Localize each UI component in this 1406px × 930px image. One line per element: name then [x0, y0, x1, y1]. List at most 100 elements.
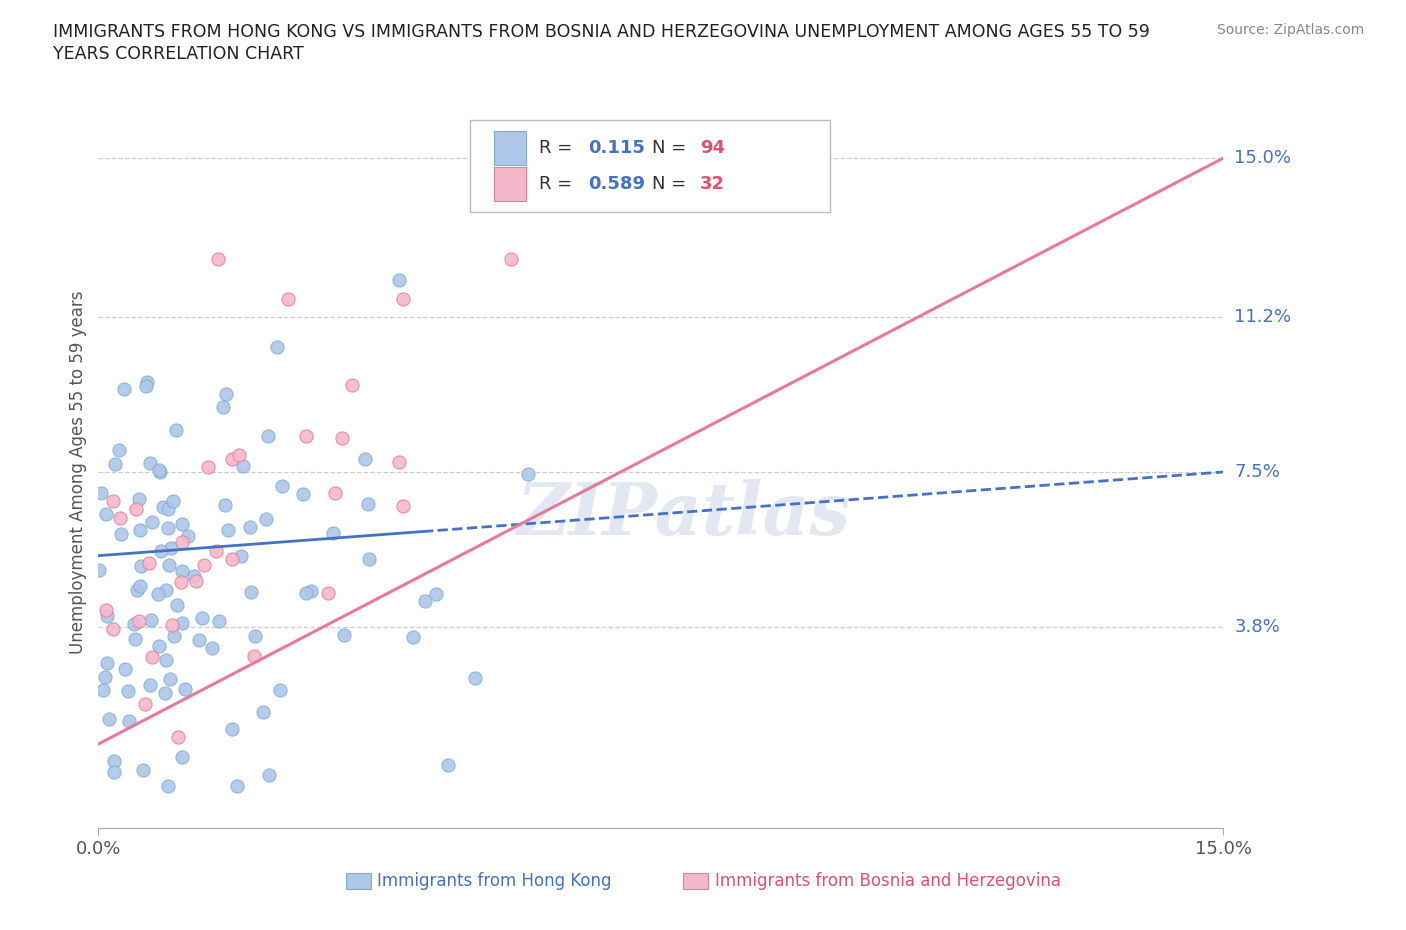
- Point: [269, 683, 291, 698]
- Point: [170, 575, 193, 590]
- Point: [207, 251, 229, 266]
- Point: [134, 697, 156, 711]
- Point: [107, 443, 129, 458]
- Point: [226, 778, 249, 793]
- Text: 32: 32: [700, 175, 725, 193]
- Point: [437, 758, 460, 773]
- Point: [277, 292, 299, 307]
- Point: [152, 500, 174, 515]
- Text: 7.5%: 7.5%: [1234, 463, 1281, 481]
- Point: [148, 462, 170, 477]
- Point: [162, 618, 184, 632]
- Point: [231, 549, 253, 564]
- Point: [128, 613, 150, 628]
- Point: [184, 574, 207, 589]
- Point: [239, 585, 262, 600]
- Point: [160, 540, 183, 555]
- Point: [252, 705, 274, 720]
- Point: [322, 525, 344, 540]
- Text: YEARS CORRELATION CHART: YEARS CORRELATION CHART: [53, 45, 304, 62]
- Text: R =: R =: [540, 175, 578, 193]
- Text: 3.8%: 3.8%: [1234, 618, 1279, 636]
- Text: 11.2%: 11.2%: [1234, 308, 1292, 326]
- Point: [110, 526, 132, 541]
- Point: [156, 501, 179, 516]
- Text: Immigrants from Hong Kong: Immigrants from Hong Kong: [377, 872, 612, 890]
- Bar: [495, 131, 526, 166]
- Point: [197, 459, 219, 474]
- Point: [188, 632, 211, 647]
- Point: [177, 528, 200, 543]
- Point: [129, 578, 152, 593]
- Point: [131, 763, 153, 777]
- Point: [257, 767, 280, 782]
- Point: [388, 455, 411, 470]
- Point: [114, 662, 136, 677]
- Point: [117, 714, 139, 729]
- Point: [325, 485, 347, 500]
- Point: [243, 628, 266, 643]
- Point: [96, 603, 118, 618]
- Point: [135, 379, 157, 393]
- Point: [221, 452, 243, 467]
- Point: [128, 492, 150, 507]
- Point: [129, 523, 152, 538]
- Point: [170, 564, 193, 578]
- Point: [464, 671, 486, 685]
- Point: [170, 516, 193, 531]
- Point: [125, 501, 148, 516]
- Point: [294, 586, 316, 601]
- Point: [425, 587, 447, 602]
- Point: [156, 520, 179, 535]
- Point: [149, 464, 172, 479]
- Point: [104, 457, 127, 472]
- Point: [90, 485, 112, 500]
- Bar: [495, 167, 526, 201]
- Text: Source: ZipAtlas.com: Source: ZipAtlas.com: [1216, 23, 1364, 37]
- Point: [299, 584, 322, 599]
- Point: [138, 556, 160, 571]
- Point: [221, 722, 243, 737]
- Point: [392, 291, 415, 306]
- Text: Immigrants from Bosnia and Herzegovina: Immigrants from Bosnia and Herzegovina: [714, 872, 1060, 890]
- Point: [239, 520, 262, 535]
- Text: 15.0%: 15.0%: [1234, 149, 1291, 167]
- Point: [217, 522, 239, 537]
- Point: [340, 378, 363, 392]
- Point: [402, 630, 425, 644]
- Point: [155, 652, 177, 667]
- Point: [96, 656, 118, 671]
- Point: [98, 712, 121, 727]
- Point: [221, 551, 243, 566]
- Point: [354, 451, 377, 466]
- Point: [148, 639, 170, 654]
- Text: IMMIGRANTS FROM HONG KONG VS IMMIGRANTS FROM BOSNIA AND HERZEGOVINA UNEMPLOYMENT: IMMIGRANTS FROM HONG KONG VS IMMIGRANTS …: [53, 23, 1150, 41]
- Point: [141, 649, 163, 664]
- Point: [112, 382, 135, 397]
- Point: [155, 583, 177, 598]
- Point: [204, 544, 226, 559]
- Text: ZIPatlas: ZIPatlas: [516, 479, 851, 551]
- Point: [292, 487, 315, 502]
- Point: [162, 493, 184, 508]
- Point: [163, 629, 186, 644]
- Point: [170, 616, 193, 631]
- Point: [413, 593, 436, 608]
- Point: [357, 551, 380, 566]
- Point: [392, 498, 415, 513]
- Point: [211, 400, 233, 415]
- Point: [333, 628, 356, 643]
- Text: 0.589: 0.589: [588, 175, 645, 193]
- Point: [139, 678, 162, 693]
- Point: [499, 251, 522, 266]
- Point: [136, 375, 159, 390]
- Text: 94: 94: [700, 140, 725, 157]
- Point: [193, 557, 215, 572]
- Point: [295, 429, 318, 444]
- Point: [122, 617, 145, 631]
- Point: [256, 429, 278, 444]
- Point: [139, 613, 162, 628]
- Bar: [346, 873, 371, 889]
- Point: [228, 447, 250, 462]
- Point: [159, 672, 181, 687]
